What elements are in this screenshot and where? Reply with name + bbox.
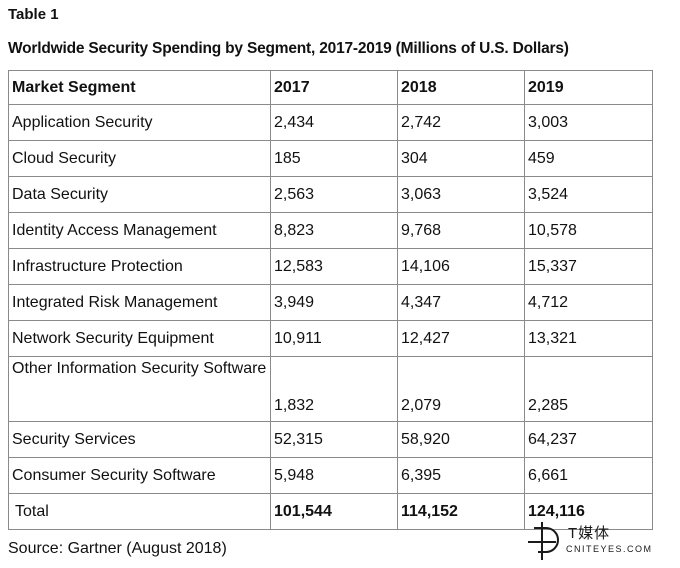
table-row: Identity Access Management 8,823 9,768 10,5… — [8, 212, 653, 249]
header-2017: 2017 — [270, 70, 398, 105]
value-2019-cell: 459 — [524, 140, 653, 177]
security-spending-table: Market Segment 2017 2018 2019 Applicatio… — [8, 70, 653, 530]
value-2019-cell: 3,524 — [524, 176, 653, 213]
value-2018-cell: 6,395 — [397, 457, 525, 494]
table-row: Consumer Security Software 5,948 6,395 6,66… — [8, 457, 653, 494]
value-2017-cell: 10,911 — [270, 320, 398, 357]
segment-cell: Data Security — [8, 176, 271, 213]
segment-cell: Infrastructure Protection — [8, 248, 271, 285]
segment-cell: Integrated Risk Management — [8, 284, 271, 321]
table-row: Application Security 2,434 2,742 3,003 — [8, 104, 653, 141]
table-row: Integrated Risk Management 3,949 4,347 4,71… — [8, 284, 653, 321]
table-caption: Table 1 — [8, 6, 59, 23]
watermark-site: CNITEYES.COM — [566, 544, 653, 554]
value-2019-cell: 64,237 — [524, 421, 653, 458]
source-note: Source: Gartner (August 2018) — [8, 540, 227, 557]
value-2018-cell: 3,063 — [397, 176, 525, 213]
value-2019-cell: 13,321 — [524, 320, 653, 357]
value-2017-cell: 185 — [270, 140, 398, 177]
watermark-logo: T媒体 CNITEYES.COM — [526, 518, 672, 562]
t-media-logo-icon — [528, 522, 559, 560]
value-2019-cell: 6,661 — [524, 457, 653, 494]
value-2018-cell: 304 — [397, 140, 525, 177]
value-2017-cell: 2,434 — [270, 104, 398, 141]
value-2017-cell: 3,949 — [270, 284, 398, 321]
table-total-row: Total 101,544 114,152 124,116 — [8, 493, 653, 530]
segment-cell: Consumer Security Software — [8, 457, 271, 494]
value-2017-cell: 101,544 — [270, 493, 398, 530]
table-row: Cloud Security 185 304 459 — [8, 140, 653, 177]
header-2019: 2019 — [524, 70, 653, 105]
value-2019-cell: 3,003 — [524, 104, 653, 141]
segment-cell: Other Information Security Software — [8, 356, 271, 422]
table-title: Worldwide Security Spending by Segment, … — [8, 40, 569, 57]
header-market-segment: Market Segment — [8, 70, 271, 105]
value-2017-cell: 8,823 — [270, 212, 398, 249]
value-2019-cell: 4,712 — [524, 284, 653, 321]
table-header-row: Market Segment 2017 2018 2019 — [8, 70, 653, 105]
segment-cell: Security Services — [8, 421, 271, 458]
header-2018: 2018 — [397, 70, 525, 105]
value-2018-cell: 58,920 — [397, 421, 525, 458]
value-2018-cell: 2,742 — [397, 104, 525, 141]
segment-cell: Application Security — [8, 104, 271, 141]
value-2017-cell: 2,563 — [270, 176, 398, 213]
value-2019-cell: 10,578 — [524, 212, 653, 249]
value-2018-cell: 9,768 — [397, 212, 525, 249]
segment-cell: Cloud Security — [8, 140, 271, 177]
value-2018-cell: 12,427 — [397, 320, 525, 357]
value-2017-cell: 12,583 — [270, 248, 398, 285]
value-2019-cell: 124,116 — [524, 493, 653, 530]
segment-cell: Network Security Equipment — [8, 320, 271, 357]
value-2019-cell: 2,285 — [524, 356, 653, 422]
table-row: Security Services 52,315 58,920 64,237 — [8, 421, 653, 458]
table-body: Application Security 2,434 2,742 3,003 Cloud… — [8, 104, 653, 530]
value-2018-cell: 4,347 — [397, 284, 525, 321]
value-2018-cell: 114,152 — [397, 493, 525, 530]
value-2017-cell: 52,315 — [270, 421, 398, 458]
value-2017-cell: 5,948 — [270, 457, 398, 494]
table-row: Data Security 2,563 3,063 3,524 — [8, 176, 653, 213]
table-row: Infrastructure Protection 12,583 14,106 15,… — [8, 248, 653, 285]
watermark-name: T媒体 — [568, 525, 611, 542]
value-2018-cell: 14,106 — [397, 248, 525, 285]
segment-cell: Total — [8, 493, 271, 530]
segment-cell: Identity Access Management — [8, 212, 271, 249]
value-2017-cell: 1,832 — [270, 356, 398, 422]
value-2018-cell: 2,079 — [397, 356, 525, 422]
table-row: Other Information Security Software 1,832… — [8, 356, 653, 422]
value-2019-cell: 15,337 — [524, 248, 653, 285]
table-row: Network Security Equipment 10,911 12,427 13… — [8, 320, 653, 357]
